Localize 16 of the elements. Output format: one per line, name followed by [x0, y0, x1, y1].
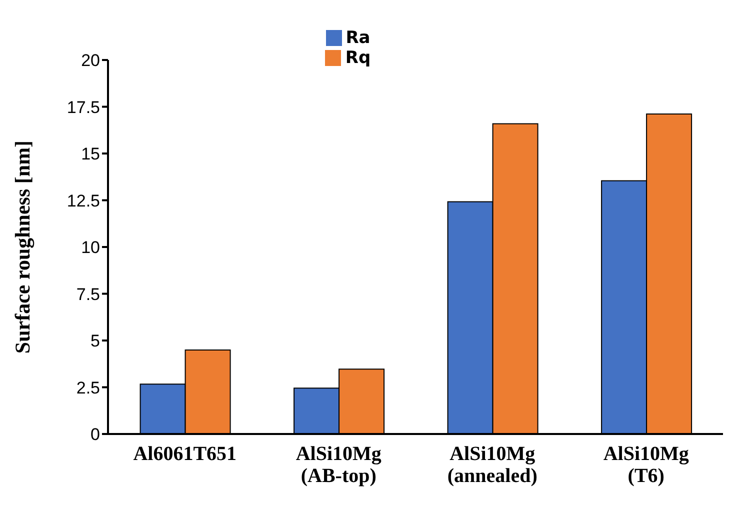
x-tick-label: AlSi10Mg (T6): [603, 443, 689, 487]
y-tick-label: 2.5: [76, 378, 100, 398]
y-tick-label: 12.5: [66, 191, 100, 210]
legend-label: Ra: [346, 28, 370, 48]
legend-label: Rq: [345, 48, 371, 68]
x-tick-label: AlSi10Mg (annealed): [447, 443, 538, 487]
y-tick-label: 10: [81, 238, 100, 258]
y-tick-label: 20: [81, 51, 100, 70]
y-tick-label: 5: [90, 332, 100, 351]
y-tick-label: 7.5: [76, 284, 100, 304]
y-axis-title: Surface roughness [nm]: [10, 140, 34, 354]
x-tick-label: Al6061T651: [133, 443, 237, 465]
x-tick-label: AlSi10Mg (AB-top): [296, 443, 382, 487]
y-tick-label: 0: [90, 425, 100, 444]
y-tick-label: 15: [81, 144, 100, 164]
y-tick-label: 17.5: [66, 98, 100, 117]
